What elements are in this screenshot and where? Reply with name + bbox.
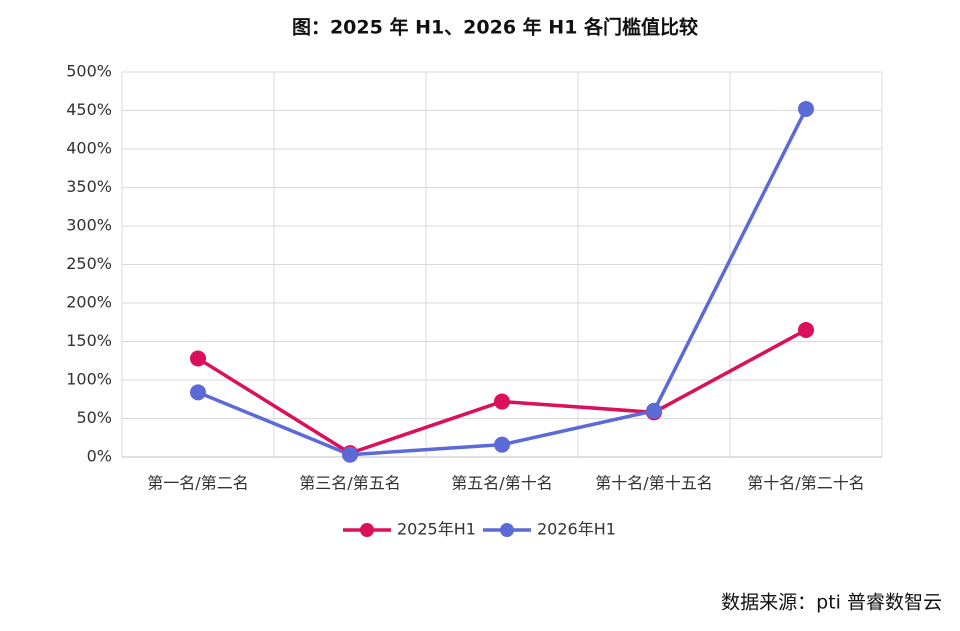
- legend-label: 2025年H1: [397, 520, 476, 539]
- y-tick-label: 150%: [66, 331, 112, 350]
- data-point: [798, 321, 814, 338]
- x-tick-label: 第三名/第五名: [299, 474, 400, 493]
- x-tick-label: 第十名/第十五名: [595, 474, 712, 493]
- y-tick-label: 300%: [66, 216, 112, 235]
- x-tick-label: 第一名/第二名: [147, 474, 248, 493]
- y-tick-label: 500%: [66, 62, 112, 81]
- chart-title: 图：2025 年 H1、2026 年 H1 各门槛值比较: [292, 16, 698, 39]
- y-tick-label: 100%: [66, 370, 112, 389]
- data-point: [342, 446, 358, 463]
- y-tick-label: 400%: [66, 139, 112, 158]
- y-tick-label: 250%: [66, 254, 112, 273]
- y-tick-label: 450%: [66, 100, 112, 119]
- legend-marker: [500, 523, 514, 537]
- source-note: 数据来源：pti 普睿数智云: [721, 592, 942, 614]
- data-point: [494, 436, 510, 453]
- data-point: [190, 350, 206, 367]
- x-tick-label: 第五名/第十名: [451, 474, 552, 493]
- data-point: [494, 393, 510, 410]
- y-tick-label: 50%: [76, 408, 112, 427]
- y-tick-label: 350%: [66, 177, 112, 196]
- data-point: [646, 402, 662, 419]
- data-point: [190, 384, 206, 401]
- legend-label: 2026年H1: [537, 520, 616, 539]
- y-tick-label: 200%: [66, 293, 112, 312]
- legend-marker: [360, 523, 374, 537]
- data-point: [798, 100, 814, 117]
- y-tick-label: 0%: [87, 447, 112, 466]
- series-line: [197, 328, 807, 456]
- x-tick-label: 第十名/第二十名: [747, 474, 864, 493]
